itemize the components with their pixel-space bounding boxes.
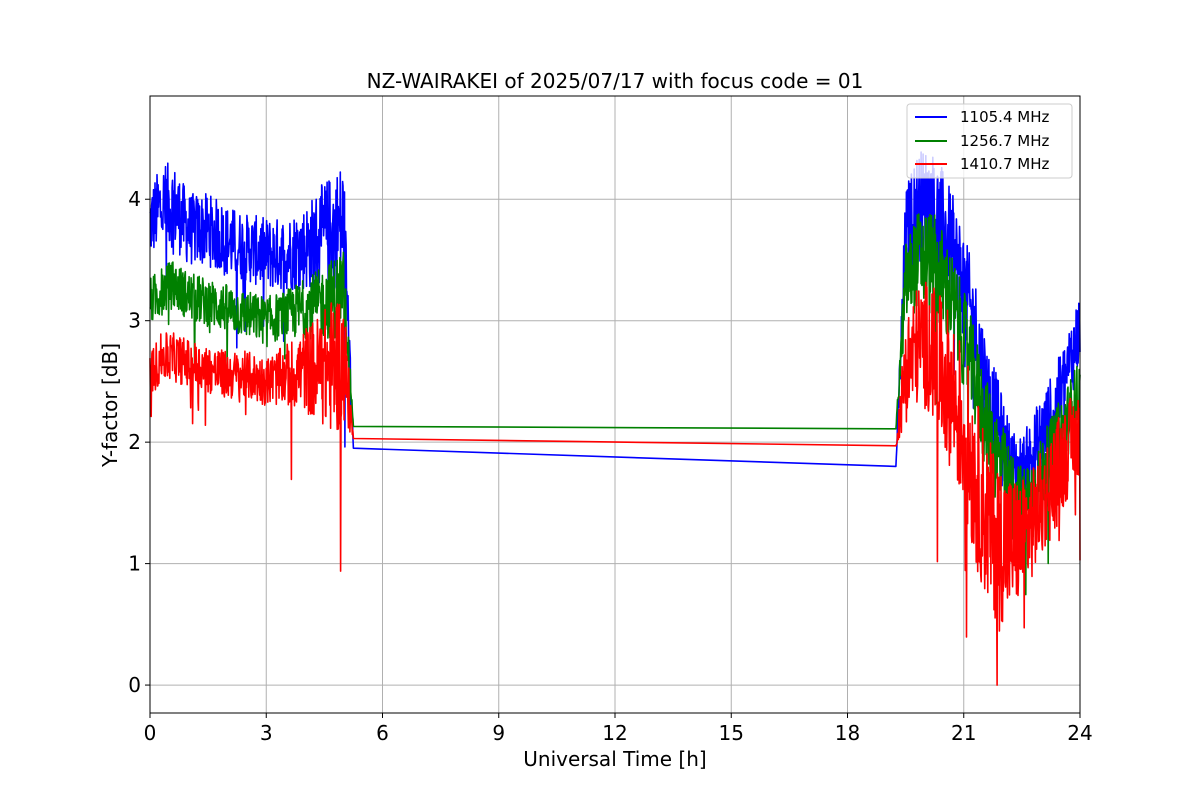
legend-label-0: 1105.4 MHz	[960, 108, 1049, 126]
y-tick-label: 1	[128, 552, 141, 576]
x-tick-label: 3	[260, 721, 273, 745]
series-line	[149, 281, 1081, 686]
y-tick-label: 4	[128, 187, 141, 211]
y-tick-label: 3	[128, 309, 141, 333]
y-tick-label: 0	[128, 673, 141, 697]
x-tick-label: 24	[1067, 721, 1092, 745]
x-axis-title: Universal Time [h]	[523, 747, 706, 771]
legend-label-1: 1256.7 MHz	[960, 132, 1049, 150]
y-axis-title: Y-factor [dB]	[98, 343, 122, 468]
x-tick-label: 21	[951, 721, 976, 745]
legend-label-2: 1410.7 MHz	[960, 155, 1049, 173]
y-tick-label: 2	[128, 430, 141, 454]
x-tick-label: 9	[492, 721, 505, 745]
x-tick-label: 15	[719, 721, 744, 745]
legend: 1105.4 MHz 1256.7 MHz 1410.7 MHz	[906, 103, 1073, 179]
x-tick-label: 12	[602, 721, 627, 745]
series-2	[149, 281, 1081, 686]
legend-box	[906, 103, 1073, 179]
series-layer	[149, 151, 1081, 686]
x-tick-label: 18	[835, 721, 860, 745]
x-tick-label: 0	[144, 721, 157, 745]
chart-title: NZ-WAIRAKEI of 2025/07/17 with focus cod…	[367, 69, 864, 93]
x-tick-label: 6	[376, 721, 389, 745]
